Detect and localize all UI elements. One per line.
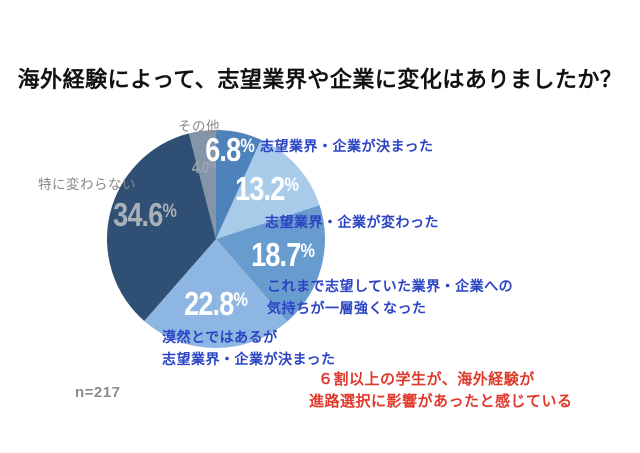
sample-size-label: n=217 bbox=[75, 384, 121, 401]
slice-label-vague-line1: 漠然とではあるが bbox=[162, 329, 278, 345]
pie-svg bbox=[106, 130, 325, 349]
slice-label-other: その他 bbox=[178, 119, 220, 134]
slice-label-nochange: 特に変わらない bbox=[38, 177, 136, 192]
slice-label-stronger-line1: これまで志望していた業界・企業への bbox=[267, 278, 514, 294]
pct-label-vague: 22.8% bbox=[184, 285, 248, 322]
slice-label-decided: 志望業界・企業が決まった bbox=[260, 138, 434, 154]
pct-label-nochange: 34.6% bbox=[113, 196, 177, 233]
pct-label-stronger: 18.7% bbox=[251, 236, 315, 273]
pie-slice bbox=[188, 130, 216, 239]
pie-slice bbox=[144, 239, 288, 349]
slice-label-changed: 志望業界・企業が変わった bbox=[265, 214, 439, 230]
pct-label-other: 4.0% bbox=[191, 158, 217, 177]
pct-label-changed: 13.2% bbox=[235, 170, 299, 207]
chart-title: 海外経験によって、志望業界や企業に変化はありましたか？ bbox=[17, 67, 623, 92]
pie-slice bbox=[216, 130, 262, 239]
pie-slice bbox=[216, 139, 320, 239]
slice-label-vague: 漠然とではあるが 志望業界・企業が決まった bbox=[162, 326, 335, 370]
slice-label-stronger: これまで志望していた業界・企業への 気持ちが一層強くなった bbox=[267, 275, 513, 319]
pie-slice bbox=[216, 205, 325, 322]
pie-chart bbox=[106, 129, 326, 349]
slice-label-stronger-line2: 気持ちが一層強くなった bbox=[267, 300, 427, 316]
pie-slice bbox=[106, 133, 216, 322]
insight-text-line1: ６割以上の学生が、海外経験が bbox=[318, 371, 535, 388]
pct-label-decided: 6.8% bbox=[205, 131, 255, 168]
slice-label-vague-line2: 志望業界・企業が決まった bbox=[162, 351, 336, 367]
insight-text-line2: 進路選択に影響があったと感じている bbox=[309, 393, 573, 410]
